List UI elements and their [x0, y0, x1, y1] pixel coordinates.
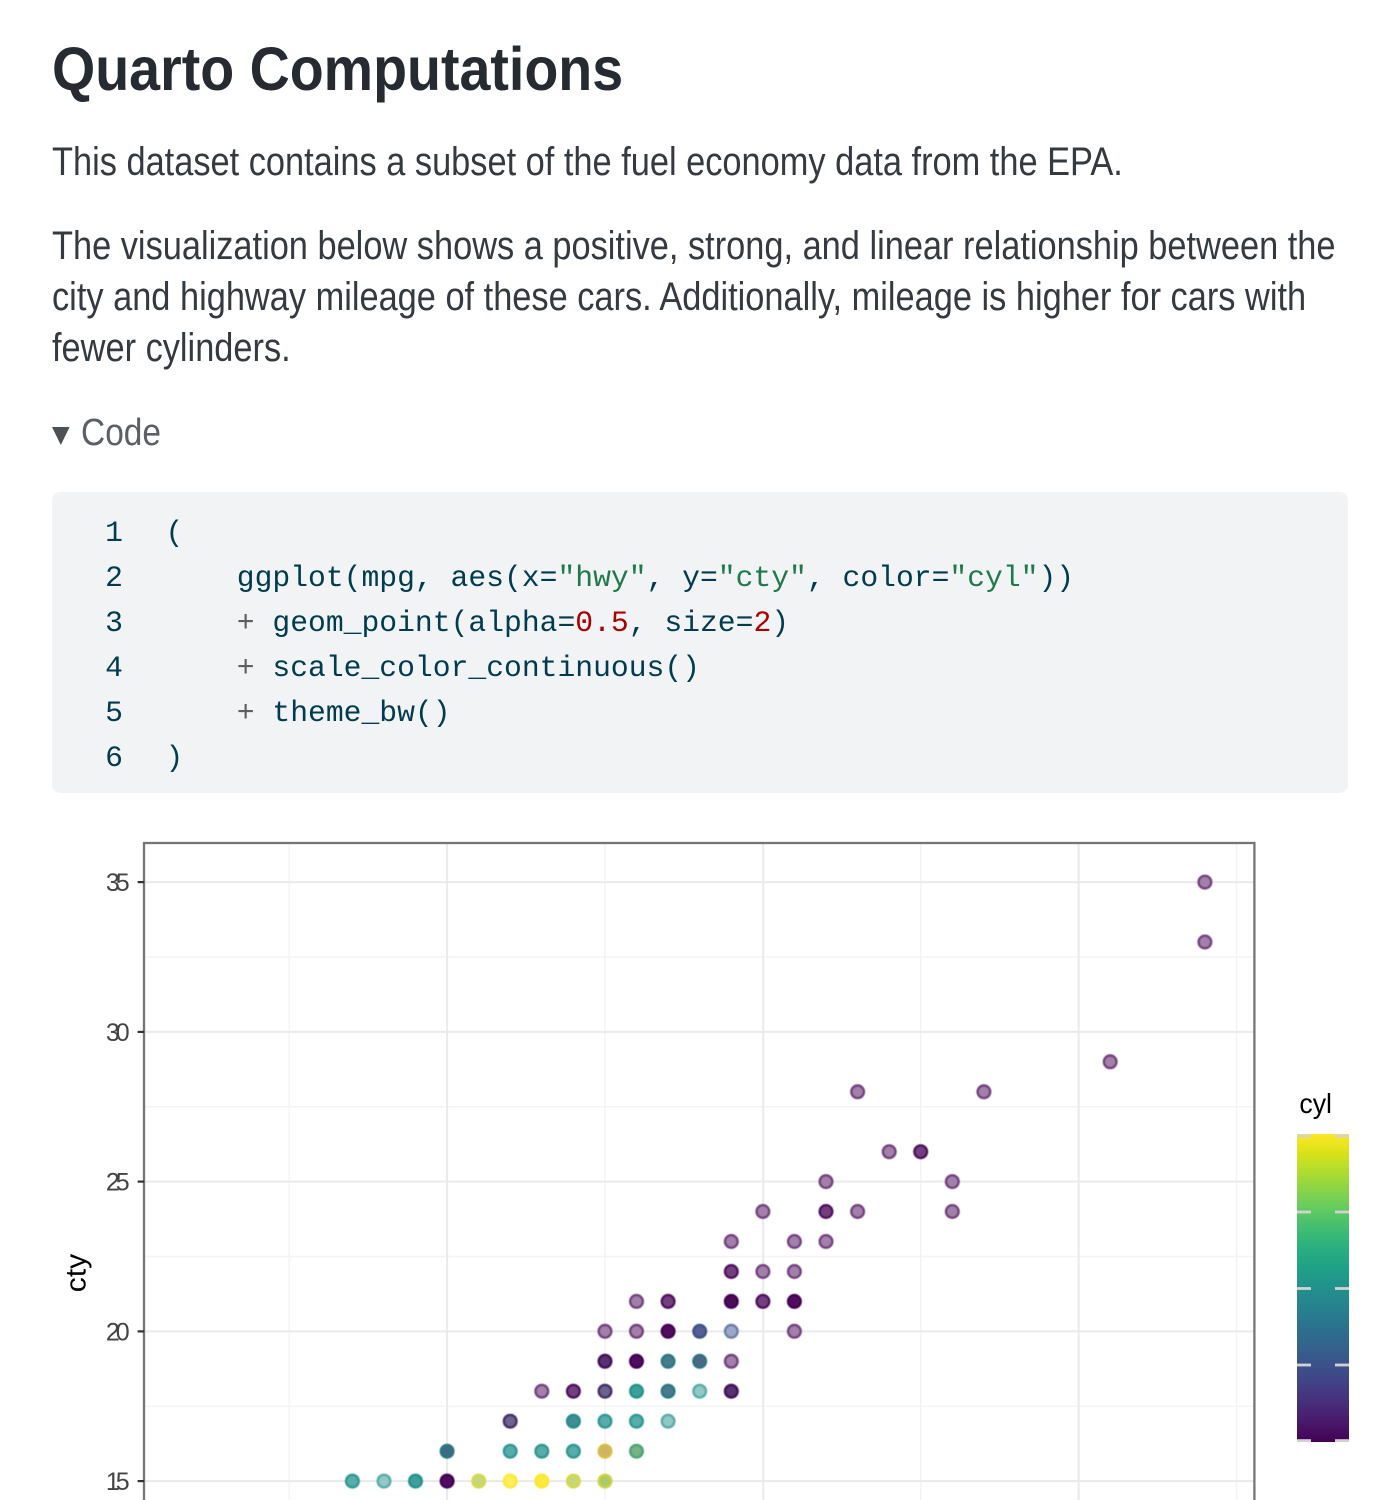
svg-text:cty: cty [61, 1253, 93, 1292]
svg-text:20: 20 [106, 1319, 130, 1347]
svg-text:35: 35 [106, 869, 130, 897]
svg-text:30: 30 [106, 1019, 130, 1047]
svg-text:cyl: cyl [1299, 1088, 1332, 1119]
svg-text:15: 15 [106, 1468, 130, 1496]
svg-text:25: 25 [106, 1169, 130, 1197]
